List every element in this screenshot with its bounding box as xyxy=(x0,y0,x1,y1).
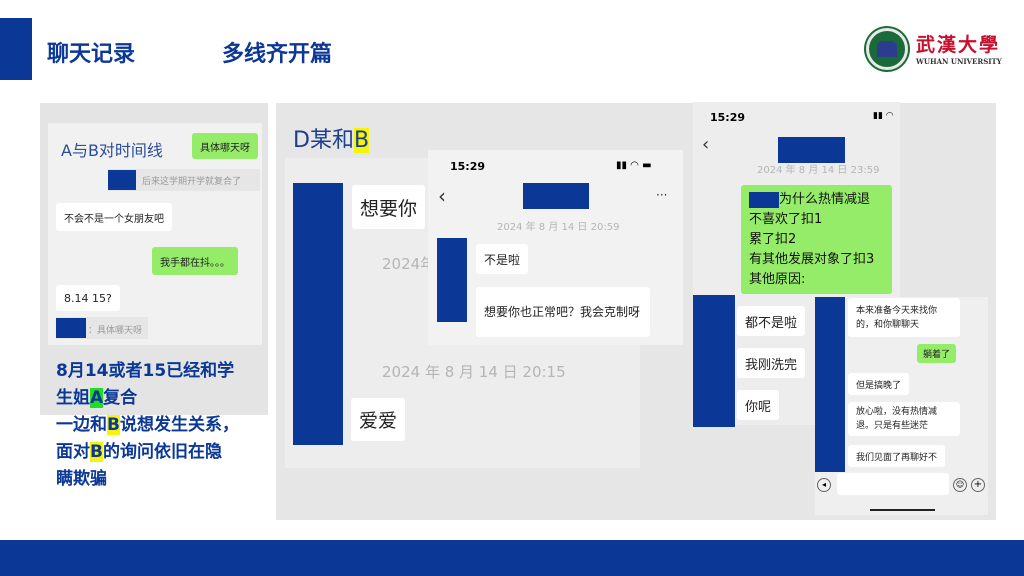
message-bubble: 你呢 xyxy=(737,390,780,420)
quoted-message: 后来这学期开学就复合了 xyxy=(142,177,242,187)
redaction-block xyxy=(815,297,845,472)
logo-text: 武漢大學 xyxy=(916,34,1001,56)
message-input[interactable] xyxy=(837,473,949,495)
message-bubble: 我手都在抖。。。 xyxy=(152,247,238,275)
timeline-screenshot: A与B对时间线 具体哪天呀 后来这学期开学就复合了 不会不是一个女朋友吧 我手都… xyxy=(48,123,262,345)
plus-icon[interactable]: + xyxy=(971,478,985,492)
chat-title: D某和B xyxy=(293,122,370,154)
message-bubble: 我刚洗完 xyxy=(737,348,806,378)
header-accent-bar xyxy=(0,18,32,80)
message-bubble: 放心啦，没有热情减退。只是有些迷茫 xyxy=(848,402,960,436)
message-bubble: 不是啦 xyxy=(476,244,529,274)
chat-title-text: D某和 xyxy=(293,128,354,153)
status-icons: ▮▮ ◠ xyxy=(873,111,894,121)
redaction-block xyxy=(56,318,86,338)
redaction-block xyxy=(749,191,779,208)
redaction-block xyxy=(778,137,845,163)
message-bubble: 不会不是一个女朋友吧 xyxy=(56,203,172,231)
message-bubble: 都不是啦 xyxy=(737,306,806,336)
logo-en: WUHAN UNIVERSITY xyxy=(916,57,1002,66)
emoji-icon[interactable]: ☺ xyxy=(953,478,967,492)
summary-line: 的询问依旧在隐 xyxy=(102,442,222,462)
summary-line: 面对 xyxy=(56,442,90,462)
message-bubble: 躺着了 xyxy=(917,344,957,363)
message-line: 累了扣2 xyxy=(749,232,797,247)
redaction-block xyxy=(293,183,343,445)
summary-line: 一边和 xyxy=(56,415,107,435)
message-bubble: 想要你 xyxy=(352,185,426,229)
redaction-block xyxy=(693,295,735,427)
chat-screenshot: 15:29 ▮▮ ◠ ▬ ‹ ··· 2024 年 8 月 14 日 20:59… xyxy=(428,150,683,345)
timeline-title: A与B对时间线 xyxy=(61,141,163,160)
message-bubble: 我们见面了再聊好不 xyxy=(848,445,946,467)
quoted-message: ：具体哪天呀 xyxy=(88,326,143,336)
timestamp: 2024 年 8 月 14 日 20:15 xyxy=(382,363,566,381)
summary-line: 说想发生关系， xyxy=(119,415,239,435)
highlight-b: B xyxy=(353,128,370,153)
redaction-block xyxy=(108,170,136,190)
highlight-b: B xyxy=(90,442,103,462)
message-bubble: 但是搞晚了 xyxy=(848,373,910,395)
summary-text: 8月14或者15已经和学 生姐A复合 一边和B说想发生关系， 面对B的询问依旧在… xyxy=(56,358,239,493)
message-bubble: 爱爱 xyxy=(351,398,406,441)
status-icons: ▮▮ ◠ ▬ xyxy=(616,160,652,171)
more-icon[interactable]: ··· xyxy=(656,188,668,202)
message-line: 有其他发展对象了扣3 xyxy=(749,252,875,267)
university-seal-logo xyxy=(866,28,908,70)
timestamp: 2024年 xyxy=(382,255,436,273)
home-indicator xyxy=(870,509,935,511)
message-line: 不喜欢了扣1 xyxy=(749,212,823,227)
summary-line: 生姐 xyxy=(56,388,90,408)
summary-line: 瞒欺骗 xyxy=(56,469,107,489)
timestamp: 2024 年 8 月 14 日 23:59 xyxy=(757,165,880,176)
back-icon[interactable]: ‹ xyxy=(702,134,710,155)
page-subtitle: 多线齐开篇 xyxy=(222,42,333,67)
message-bubble: 为什么热情减退 不喜欢了扣1 累了扣2 有其他发展对象了扣3 其他原因: xyxy=(741,185,892,294)
back-icon[interactable]: ‹ xyxy=(438,184,446,208)
voice-icon[interactable]: ◂ xyxy=(817,478,831,492)
highlight-b: B xyxy=(107,415,120,435)
message-bubble: 8.14 15? xyxy=(56,285,120,311)
summary-line: 8月14或者15已经和学 xyxy=(56,361,235,381)
message-bubble: 想要你也正常吧？我会克制呀 xyxy=(476,287,650,337)
summary-line: 复合 xyxy=(103,388,138,408)
message-bubble: 本来准备今天来找你的，和你聊聊天 xyxy=(848,298,960,337)
status-time: 15:29 xyxy=(710,111,746,124)
status-time: 15:29 xyxy=(450,160,486,173)
redaction-block xyxy=(523,183,589,209)
chat-screenshot: 本来准备今天来找你的，和你聊聊天 躺着了 但是搞晚了 放心啦，没有热情减退。只是… xyxy=(815,297,988,515)
timestamp: 2024 年 8 月 14 日 20:59 xyxy=(497,222,620,233)
redaction-block xyxy=(437,238,467,322)
message-bubble: 具体哪天呀 xyxy=(192,133,258,159)
message-line: 其他原因: xyxy=(749,272,806,287)
highlight-a: A xyxy=(90,388,104,408)
footer-bar xyxy=(0,540,1024,576)
page-title: 聊天记录 xyxy=(47,42,136,67)
message-line: 为什么热情减退 xyxy=(779,192,871,207)
